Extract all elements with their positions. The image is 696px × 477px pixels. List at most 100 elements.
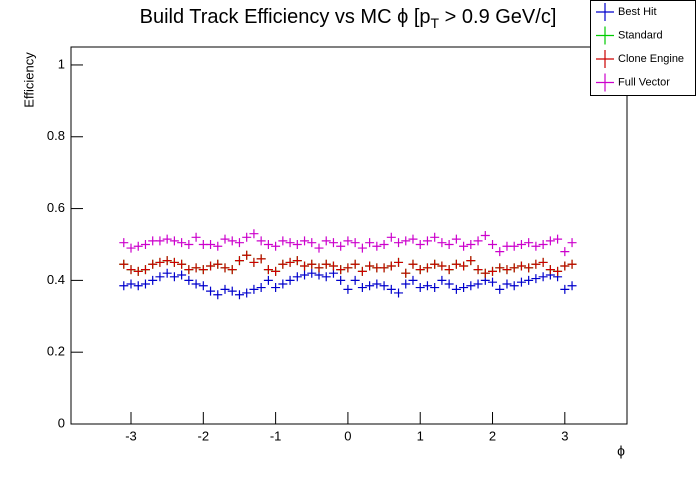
data-point <box>336 241 346 251</box>
data-point <box>538 257 548 267</box>
data-point <box>451 259 461 269</box>
data-point <box>278 259 288 269</box>
data-point <box>466 256 476 266</box>
data-point <box>516 239 526 249</box>
data-point <box>307 238 317 248</box>
data-point <box>213 290 223 300</box>
data-point <box>560 284 570 294</box>
data-point <box>509 281 519 291</box>
legend-marker <box>596 3 614 21</box>
data-point <box>256 283 266 293</box>
data-point <box>415 239 425 249</box>
data-point <box>220 234 230 244</box>
data-point <box>386 232 396 242</box>
data-point <box>415 265 425 275</box>
data-point <box>480 268 490 278</box>
data-point <box>343 263 353 273</box>
data-point <box>415 283 425 293</box>
data-point <box>473 265 483 275</box>
legend-marker <box>596 73 614 92</box>
data-point <box>285 238 295 248</box>
data-point <box>206 261 216 271</box>
y-axis-label: Efficiency <box>21 52 36 108</box>
data-point <box>473 236 483 246</box>
data-point <box>509 241 519 251</box>
data-point <box>177 270 187 280</box>
data-point <box>451 234 461 244</box>
data-point <box>155 272 165 282</box>
data-point <box>162 256 172 266</box>
data-point <box>133 266 143 276</box>
data-point <box>401 279 411 289</box>
data-point <box>372 279 382 289</box>
chart-title: Build Track Efficiency vs MC ϕ [pT > 0.9… <box>140 6 557 30</box>
data-point <box>538 272 548 282</box>
data-point <box>263 275 273 285</box>
data-point <box>119 238 129 248</box>
y-tick-label: 0.4 <box>47 272 65 287</box>
data-point <box>473 279 483 289</box>
data-point <box>379 281 389 291</box>
data-point <box>206 286 216 296</box>
data-point <box>155 236 165 246</box>
plot-frame <box>70 46 628 425</box>
data-point <box>531 241 541 251</box>
data-point <box>553 234 563 244</box>
data-point <box>444 265 454 275</box>
data-point <box>357 266 367 276</box>
data-point <box>480 231 490 240</box>
data-point <box>256 236 266 246</box>
data-point <box>213 241 223 251</box>
data-point <box>394 288 404 298</box>
data-point <box>401 268 411 278</box>
data-point <box>545 236 555 246</box>
data-point <box>408 259 418 269</box>
data-point <box>408 275 418 285</box>
title-part: > 0.9 GeV/c] <box>439 6 556 28</box>
data-point <box>184 275 194 285</box>
data-point <box>350 259 360 269</box>
x-tick-label: 0 <box>344 428 351 443</box>
data-point <box>502 265 512 275</box>
data-point <box>386 284 396 294</box>
data-point <box>350 275 360 285</box>
data-point <box>495 284 505 294</box>
data-point <box>140 279 150 289</box>
data-point <box>271 283 281 293</box>
legend-marker <box>596 50 614 68</box>
data-point <box>567 281 577 291</box>
data-point <box>328 261 338 271</box>
data-point <box>336 275 346 285</box>
data-point <box>459 241 469 251</box>
data-point <box>198 265 208 275</box>
data-point <box>531 274 541 284</box>
data-point <box>220 284 230 294</box>
data-point <box>524 238 534 248</box>
legend-box <box>590 0 696 96</box>
data-point <box>234 238 244 248</box>
data-point <box>422 263 432 273</box>
data-point <box>379 239 389 249</box>
data-point <box>495 263 505 273</box>
data-point <box>422 281 432 291</box>
data-point <box>560 247 570 257</box>
data-point <box>488 277 498 287</box>
data-point <box>191 263 201 273</box>
data-point <box>126 243 136 253</box>
title-part: Build Track Efficiency vs MC ϕ [p <box>140 6 431 28</box>
data-point <box>336 265 346 275</box>
data-point <box>184 265 194 275</box>
data-point <box>495 247 505 257</box>
data-point <box>372 241 382 251</box>
data-point <box>285 257 295 267</box>
data-point <box>169 236 179 246</box>
data-point <box>191 279 201 289</box>
x-tick-label: -3 <box>125 428 137 443</box>
data-point <box>386 261 396 271</box>
y-tick-label: 0.6 <box>47 200 65 215</box>
x-axis-label: ϕ <box>617 443 625 459</box>
data-point <box>394 238 404 248</box>
data-point <box>285 275 295 285</box>
data-point <box>314 243 324 253</box>
